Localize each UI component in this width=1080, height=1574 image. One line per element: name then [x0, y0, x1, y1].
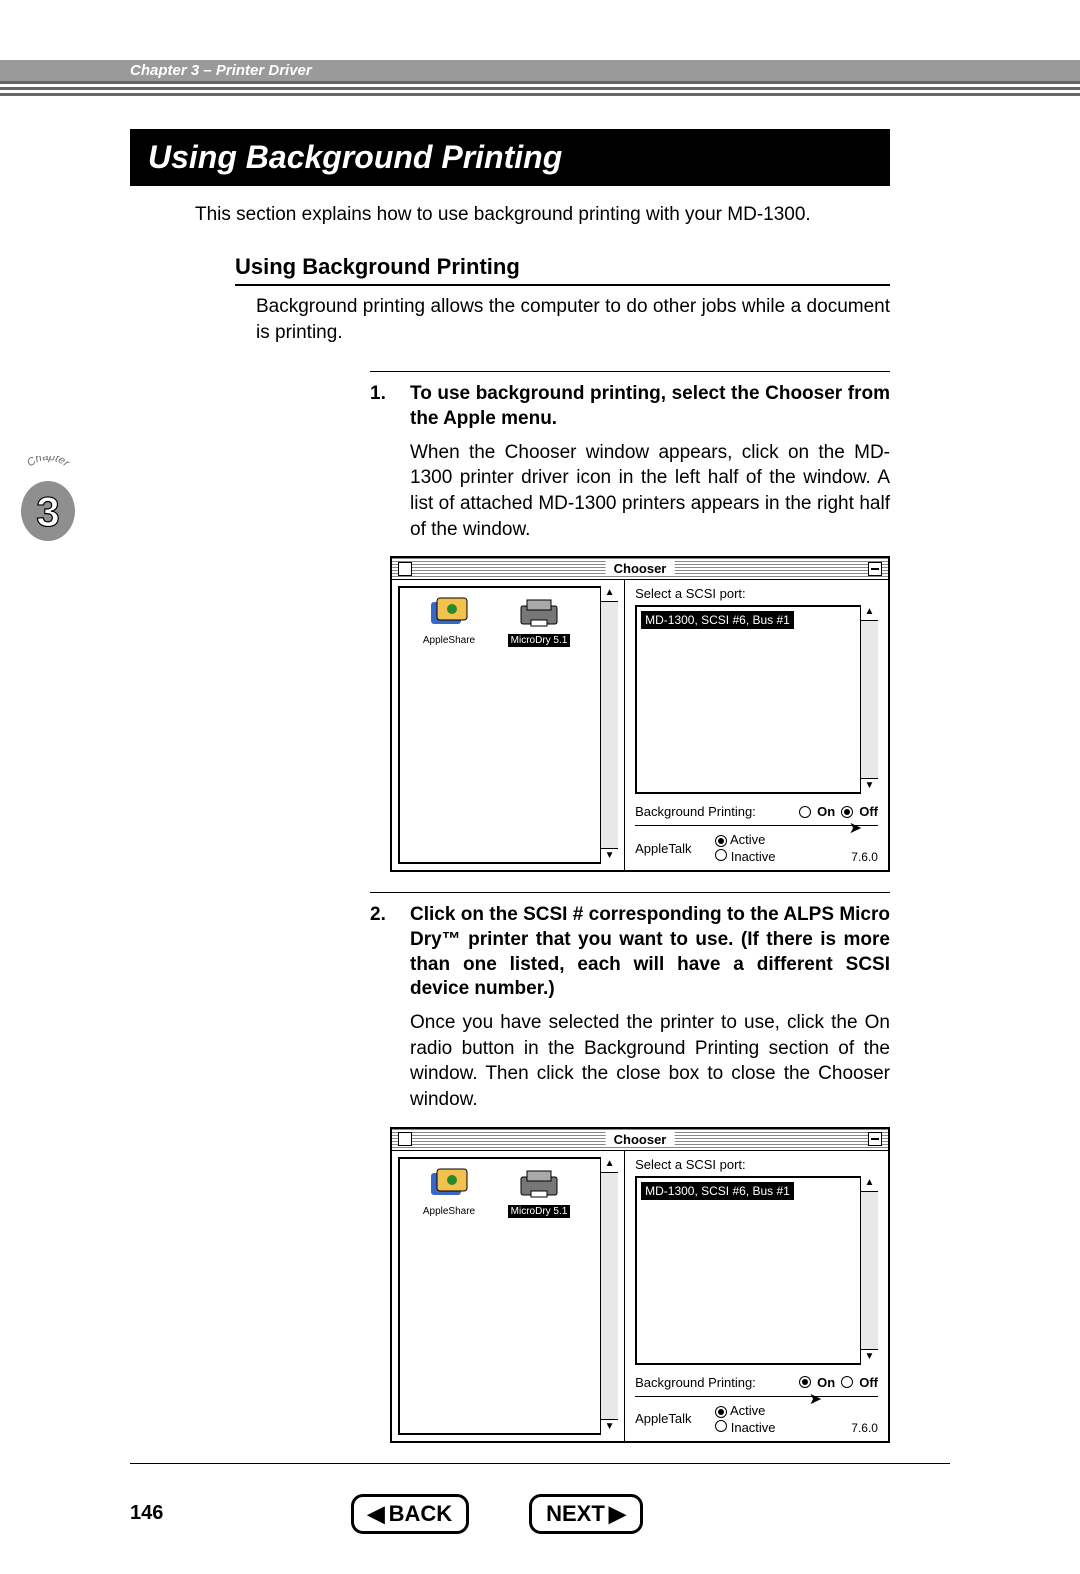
page-number: 146 — [130, 1502, 163, 1525]
scsi-list[interactable]: MD-1300, SCSI #6, Bus #1 ▲ ▼ — [635, 605, 878, 794]
appletalk-inactive-radio[interactable] — [715, 849, 727, 861]
subsection-text: Background printing allows the computer … — [256, 294, 890, 345]
scsi-item[interactable]: MD-1300, SCSI #6, Bus #1 — [641, 611, 794, 629]
scsi-port-label: Select a SCSI port: — [635, 1157, 878, 1172]
section-title: Using Background Printing — [130, 129, 890, 186]
close-icon[interactable] — [398, 1132, 412, 1146]
appletalk-row: AppleTalk Active Inactive 7.6.0 — [635, 832, 878, 864]
step-title: To use background printing, select the C… — [410, 382, 890, 431]
chapter-badge: Chapter 3 — [16, 456, 80, 551]
appletalk-active-radio[interactable] — [715, 835, 727, 847]
scroll-down-icon[interactable]: ▼ — [861, 778, 878, 794]
appletalk-row: AppleTalk Active Inactive 7.6.0 — [635, 1403, 878, 1435]
scsi-list[interactable]: MD-1300, SCSI #6, Bus #1 ▲ ▼ — [635, 1176, 878, 1365]
scrollbar[interactable]: ▲ ▼ — [600, 586, 618, 864]
back-arrow-icon: ◀ — [368, 1501, 385, 1527]
bg-printing-row: Background Printing: On Off ➤ — [635, 1375, 878, 1390]
bg-off-radio[interactable] — [841, 806, 853, 818]
window-title: Chooser — [606, 561, 675, 576]
appletalk-active-radio[interactable] — [715, 1406, 727, 1418]
scroll-down-icon[interactable]: ▼ — [601, 848, 618, 864]
appleshare-driver[interactable]: AppleShare — [408, 1167, 490, 1218]
step-body: Once you have selected the printer to us… — [410, 1010, 890, 1113]
step-1: 1. To use background printing, select th… — [370, 371, 890, 872]
appleshare-driver[interactable]: AppleShare — [408, 596, 490, 647]
microdry-driver[interactable]: MicroDry 5.1 — [498, 596, 580, 647]
header-rule — [0, 81, 1080, 99]
next-arrow-icon: ▶ — [609, 1501, 626, 1527]
step-body: When the Chooser window appears, click o… — [410, 440, 890, 543]
scroll-up-icon[interactable]: ▲ — [861, 1176, 878, 1192]
step-number: 1. — [370, 382, 410, 431]
scroll-down-icon[interactable]: ▼ — [601, 1419, 618, 1435]
step-title: Click on the SCSI # corresponding to the… — [410, 903, 890, 1002]
bg-on-radio[interactable] — [799, 806, 811, 818]
collapse-icon[interactable] — [868, 562, 882, 576]
scsi-item[interactable]: MD-1300, SCSI #6, Bus #1 — [641, 1182, 794, 1200]
bg-off-radio[interactable] — [841, 1376, 853, 1388]
driver-label: AppleShare — [420, 1205, 478, 1218]
driver-label: MicroDry 5.1 — [508, 634, 571, 647]
svg-text:3: 3 — [36, 488, 59, 535]
chooser-window-1: Chooser AppleShare MicroDry 5.1 — [390, 556, 890, 872]
close-icon[interactable] — [398, 562, 412, 576]
step-2: 2. Click on the SCSI # corresponding to … — [370, 892, 890, 1442]
scroll-down-icon[interactable]: ▼ — [861, 1349, 878, 1365]
chooser-window-2: Chooser AppleShare MicroDry 5.1 — [390, 1127, 890, 1443]
next-button[interactable]: NEXT ▶ — [529, 1494, 643, 1534]
scrollbar[interactable]: ▲ ▼ — [860, 605, 878, 794]
driver-label: AppleShare — [420, 634, 478, 647]
footer-rule — [130, 1463, 950, 1464]
scroll-up-icon[interactable]: ▲ — [601, 1157, 618, 1173]
chooser-version: 7.6.0 — [851, 1421, 878, 1435]
scrollbar[interactable]: ▲ ▼ — [600, 1157, 618, 1435]
subsection-rule: Using Background Printing — [235, 254, 890, 286]
subsection-heading: Using Background Printing — [235, 254, 890, 280]
driver-label: MicroDry 5.1 — [508, 1205, 571, 1218]
bg-on-radio[interactable] — [799, 1376, 811, 1388]
chooser-version: 7.6.0 — [851, 850, 878, 864]
scroll-up-icon[interactable]: ▲ — [601, 586, 618, 602]
bg-printing-row: Background Printing: On Off ➤ — [635, 804, 878, 819]
microdry-driver[interactable]: MicroDry 5.1 — [498, 1167, 580, 1218]
scsi-port-label: Select a SCSI port: — [635, 586, 878, 601]
appletalk-inactive-radio[interactable] — [715, 1420, 727, 1432]
window-title: Chooser — [606, 1132, 675, 1147]
step-number: 2. — [370, 903, 410, 1002]
svg-text:Chapter: Chapter — [25, 456, 73, 470]
scroll-up-icon[interactable]: ▲ — [861, 605, 878, 621]
chapter-label: Chapter 3 – Printer Driver — [0, 60, 1080, 81]
section-intro: This section explains how to use backgro… — [195, 204, 875, 226]
back-button[interactable]: ◀ BACK — [351, 1494, 469, 1534]
chapter-header: Chapter 3 – Printer Driver — [0, 60, 1080, 99]
scrollbar[interactable]: ▲ ▼ — [860, 1176, 878, 1365]
collapse-icon[interactable] — [868, 1132, 882, 1146]
